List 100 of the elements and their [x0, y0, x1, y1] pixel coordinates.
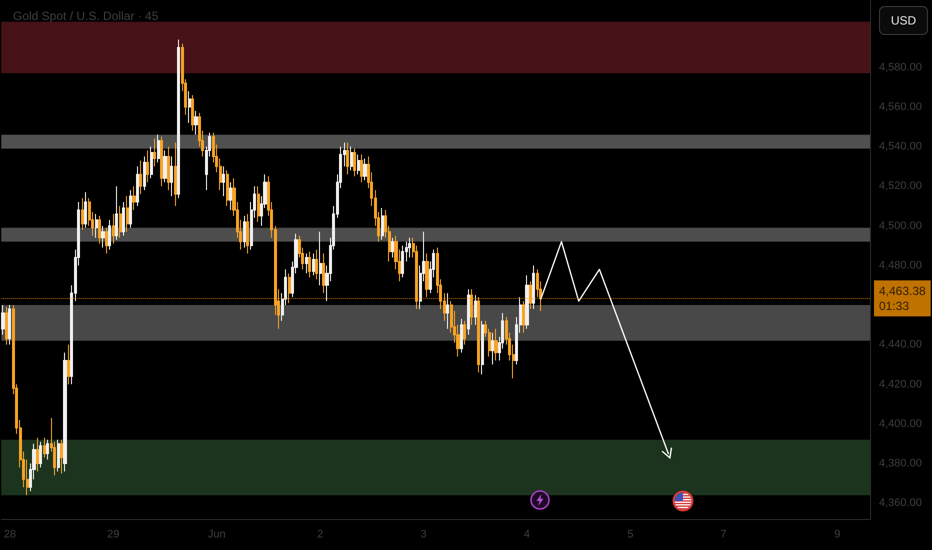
candlestick [491, 332, 494, 365]
x-tick-label: 5 [627, 528, 634, 540]
x-tick-label: 4 [524, 528, 530, 540]
candlestick [312, 253, 315, 276]
candlestick [357, 154, 360, 175]
candlestick [126, 196, 129, 232]
candlestick [319, 231, 322, 286]
y-tick-label: 4,480.00 [879, 259, 922, 272]
text: Gold Spot / U.S. Dollar · 45 [13, 9, 159, 23]
candlestick [63, 352, 67, 472]
x-tick-label: Jun [208, 528, 226, 540]
candlestick [167, 146, 170, 191]
candlestick [226, 170, 229, 207]
candlestick [222, 166, 225, 197]
candlestick [81, 198, 84, 230]
candlestick [143, 156, 146, 191]
candlestick [115, 186, 118, 240]
candlestick [391, 237, 394, 258]
candlestick [477, 296, 480, 373]
candlestick [353, 148, 356, 177]
x-tick-label: 9 [834, 528, 840, 540]
candlestick [163, 150, 167, 183]
candlestick [322, 253, 325, 294]
candlestick [463, 320, 466, 346]
candlestick [305, 253, 308, 274]
candlestick [191, 94, 194, 132]
candlestick [425, 253, 429, 298]
candlestick [346, 142, 349, 175]
candlestick [150, 146, 153, 179]
candlestick [1, 304, 5, 336]
candlestick [408, 237, 411, 258]
candlestick [494, 328, 498, 362]
x-tick-label: 3 [420, 528, 427, 540]
candlestick [108, 219, 111, 250]
y-tick-label: 4,400.00 [879, 418, 922, 430]
x-tick-label: 2 [317, 528, 324, 540]
candlestick [525, 274, 529, 330]
y-axis-title: USD [890, 14, 916, 28]
candlestick [522, 300, 525, 334]
x-tick-label: 29 [107, 528, 120, 540]
candlestick [177, 39, 180, 199]
candlestick [470, 288, 473, 326]
y-tick-label: 4,440.00 [879, 338, 922, 351]
candlestick [105, 227, 108, 254]
candlestick [529, 280, 532, 310]
candlestick [381, 207, 384, 240]
candlestick [119, 206, 122, 238]
candlestick [194, 110, 198, 136]
candlestick [350, 146, 353, 171]
candlestick [532, 264, 535, 310]
candlestick [46, 439, 49, 460]
candlestick [136, 166, 139, 207]
candlestick [132, 186, 136, 210]
candlestick [5, 306, 8, 346]
candlestick [481, 320, 484, 375]
candlestick [308, 251, 311, 278]
candlestick [129, 190, 132, 228]
candlestick [229, 182, 232, 210]
candlestick [122, 202, 125, 236]
y-tick-label: 4,560.00 [879, 100, 922, 113]
candlestick [146, 150, 149, 183]
candlestick [474, 294, 477, 326]
y-tick-label: 4,380.00 [879, 458, 922, 470]
ref-line-label: 4,463.38 01:33 [879, 284, 926, 313]
y-tick-label: 4,580.00 [879, 61, 922, 74]
candlestick [112, 213, 115, 244]
candlestick [57, 439, 60, 472]
candlestick [174, 142, 177, 207]
candlestick [246, 213, 249, 254]
candlestick [95, 213, 98, 238]
candlestick [36, 437, 39, 472]
candlestick [257, 186, 260, 222]
candlestick [153, 138, 156, 167]
candlestick [157, 134, 160, 163]
candlestick [101, 225, 105, 248]
candlestick [467, 288, 470, 336]
y-tick-label: 4,420.00 [879, 378, 922, 390]
x-tick-label: 28 [4, 528, 16, 540]
candlestick [39, 441, 42, 468]
candlestick [188, 90, 191, 124]
candlestick [8, 304, 11, 346]
candlestick [243, 215, 246, 248]
y-tick-label: 4,360.00 [879, 497, 922, 510]
candlestick [67, 344, 70, 385]
y-tick-label: 4,540.00 [879, 140, 922, 153]
candlestick [84, 192, 87, 228]
candlestick [43, 437, 46, 458]
candlestick [401, 245, 404, 278]
candlestick [288, 272, 291, 304]
x-tick-label: 7 [720, 528, 727, 540]
candlestick [460, 318, 463, 354]
candlestick [446, 292, 449, 330]
candlestick [139, 160, 142, 195]
candlestick [98, 215, 101, 244]
candlestick [363, 158, 367, 181]
candlestick [360, 154, 363, 183]
candlestick [315, 249, 318, 280]
candlestick [60, 439, 63, 474]
y-tick-label: 4,520.00 [879, 180, 922, 192]
candlestick [160, 136, 163, 187]
